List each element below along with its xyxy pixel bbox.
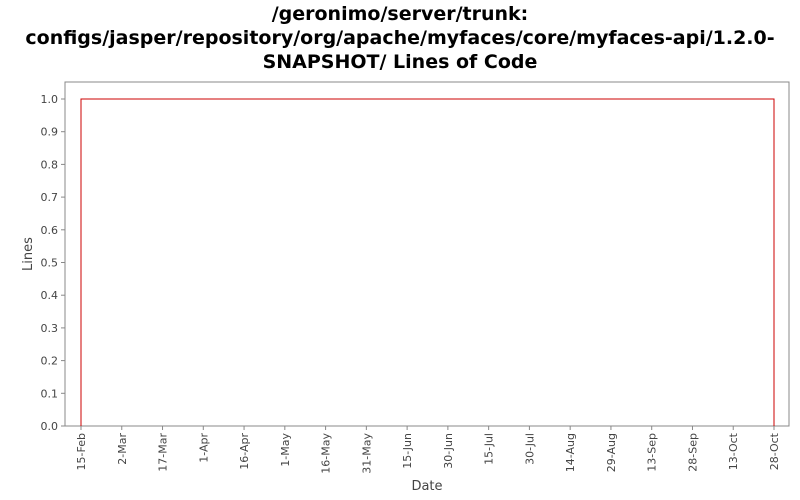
x-tick-label: 1-May — [279, 433, 292, 467]
x-tick-label: 30-Jun — [442, 433, 455, 469]
x-tick-label: 1-Apr — [197, 433, 210, 463]
x-tick-label: 15-Feb — [75, 433, 88, 470]
y-tick-label: 0.9 — [41, 126, 59, 139]
x-tick-label: 13-Sep — [646, 433, 659, 472]
chart-title-line-3: SNAPSHOT/ Lines of Code — [262, 51, 538, 73]
x-tick-label: 17-Mar — [157, 433, 170, 472]
x-tick-label: 28-Oct — [768, 432, 781, 470]
x-axis-label: Date — [411, 479, 442, 494]
y-tick-label: 0.1 — [41, 387, 59, 400]
x-tick-label: 15-Jul — [483, 433, 496, 465]
x-tick-label: 13-Oct — [727, 432, 740, 470]
x-tick-label: 2-Mar — [116, 433, 129, 465]
series-layer — [80, 98, 775, 426]
series-line — [80, 98, 775, 426]
y-axis: 0.0 0.1 0.2 0.3 0.4 0.5 0.6 0.7 0.8 0.9 1.0 — [41, 93, 65, 433]
chart-title: /geronimo/server/trunk: configs/jasper/r… — [0, 2, 800, 74]
y-tick-label: 0.7 — [41, 191, 59, 204]
chart-title-line-2: configs/jasper/repository/org/apache/myf… — [25, 27, 775, 49]
y-tick-label: 0.3 — [41, 322, 59, 335]
y-tick-label: 0.0 — [41, 420, 59, 433]
x-tick-label: 29-Aug — [605, 433, 618, 472]
x-tick-label: 16-Apr — [238, 433, 251, 470]
y-axis-label: Lines — [21, 237, 36, 271]
x-tick-label: 14-Aug — [564, 433, 577, 472]
x-tick-label: 16-May — [320, 433, 333, 474]
x-tick-label: 31-May — [360, 433, 373, 474]
x-tick-label: 28-Sep — [686, 433, 699, 472]
y-tick-label: 0.2 — [41, 355, 59, 368]
y-tick-label: 0.6 — [41, 224, 59, 237]
y-tick-label: 0.8 — [41, 158, 59, 171]
x-tick-label: 15-Jun — [401, 433, 414, 469]
plot-area — [64, 81, 790, 427]
x-axis: 15-Feb 2-Mar 17-Mar 1-Apr 16-Apr 1-May 16-May 3… — [75, 426, 781, 474]
y-tick-label: 0.5 — [41, 257, 59, 270]
y-tick-label: 1.0 — [41, 93, 59, 106]
chart-title-line-1: /geronimo/server/trunk: — [271, 3, 529, 25]
y-tick-label: 0.4 — [41, 289, 59, 302]
x-tick-label: 30-Jul — [523, 433, 536, 465]
